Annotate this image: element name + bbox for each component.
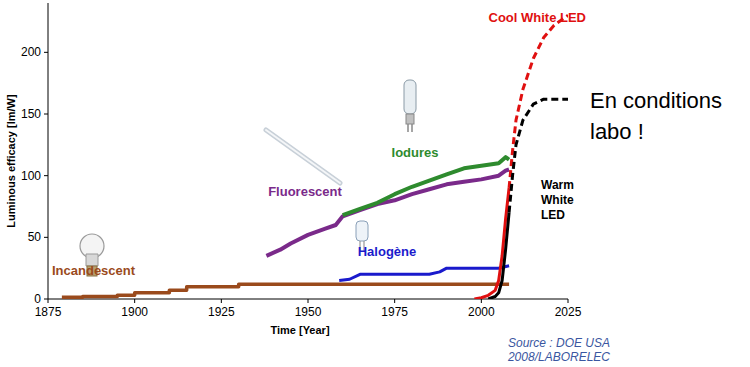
- x-tick: [481, 299, 482, 303]
- series-line: [474, 188, 509, 299]
- annotation: En conditions: [590, 88, 722, 113]
- series-line: [339, 266, 509, 281]
- x-tick-label: 1975: [381, 305, 408, 319]
- halogen-glass: [356, 221, 368, 241]
- series-label-line: White: [541, 193, 574, 207]
- y-tick: [44, 52, 48, 53]
- y-tick-label: 50: [28, 230, 42, 244]
- x-tick-label: 1875: [35, 305, 62, 319]
- x-tick: [308, 299, 309, 303]
- y-tick: [44, 175, 48, 176]
- y-tick: [44, 114, 48, 115]
- y-axis-label: Luminous efficacy [lm/W]: [5, 94, 17, 228]
- series-label-line: Warm: [541, 178, 574, 192]
- series-line: [62, 284, 509, 297]
- x-tick: [394, 299, 395, 303]
- series-label: Incandescent: [52, 263, 136, 278]
- x-tick: [134, 299, 135, 303]
- y-tick-label: 100: [21, 169, 41, 183]
- x-tick-label: 1925: [208, 305, 235, 319]
- source: 2008/LABORELEC: [507, 350, 610, 364]
- series-labels: Incandescent Fluorescent Iodures Halogène Co…: [52, 10, 586, 278]
- y-tick: [44, 299, 48, 300]
- series-label: WarmWhiteLED: [541, 178, 574, 222]
- series-label: Fluorescent: [268, 184, 342, 199]
- series-line: [343, 157, 509, 215]
- iodure-base: [406, 114, 414, 124]
- iodure-pin: [407, 124, 409, 132]
- x-tick-label: 2025: [555, 305, 582, 319]
- x-axis-label: Time [Year]: [270, 324, 329, 336]
- tube: [266, 130, 340, 183]
- series-line: [509, 15, 568, 188]
- y-tick-label: 200: [21, 45, 41, 59]
- series-label: Cool White LED: [489, 10, 587, 25]
- y-axis-line: [48, 3, 49, 299]
- icons: [80, 80, 416, 276]
- iodure-glass: [404, 80, 416, 114]
- axes: 0 50 100 150 200 1875 1900 1925 1950 1975 2000 2025…: [5, 3, 582, 336]
- series-line: [488, 213, 509, 299]
- x-tick-label: 1900: [121, 305, 148, 319]
- x-tick: [568, 299, 569, 303]
- tube-shine: [266, 130, 340, 183]
- series-line: [266, 170, 509, 256]
- series-label: Iodures: [392, 145, 439, 160]
- series-label-line: LED: [541, 208, 565, 222]
- x-tick-label: 1950: [295, 305, 322, 319]
- plot-area: [62, 15, 568, 299]
- x-tick-label: 2000: [468, 305, 495, 319]
- series-label: Halogène: [358, 244, 417, 259]
- y-tick-label: 150: [21, 107, 41, 121]
- annotation: labo !: [590, 119, 644, 144]
- source: Source : DOE USA: [508, 336, 610, 350]
- y-tick: [44, 237, 48, 238]
- y-tick-label: 0: [34, 292, 41, 306]
- x-tick: [221, 299, 222, 303]
- chart: 0 50 100 150 200 1875 1900 1925 1950 1975 2000 2025…: [0, 0, 750, 367]
- iodure-pin: [411, 124, 413, 132]
- x-tick: [48, 299, 49, 303]
